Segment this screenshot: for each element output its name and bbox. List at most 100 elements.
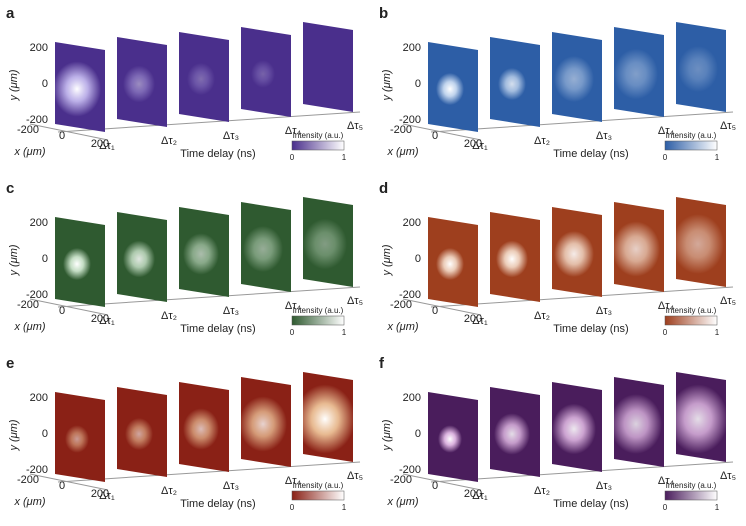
figure: aΔτ₁Δτ₂Δτ₃Δτ₄Δτ₅y (μm)2000-200-2000200x …	[0, 0, 746, 526]
time-axis-label: Time delay (ns)	[180, 498, 255, 510]
emission-spot	[65, 425, 89, 453]
time-axis-label: Time delay (ns)	[180, 323, 255, 335]
time-label: Δτ₅	[347, 295, 363, 307]
emission-spot	[251, 60, 275, 88]
emission-spot	[63, 248, 91, 280]
time-label: Δτ₂	[161, 135, 177, 147]
panel-letter: d	[379, 180, 388, 197]
colorbar-tick: 1	[715, 328, 720, 337]
time-label: Δτ₂	[534, 485, 550, 497]
panel: bΔτ₁Δτ₂Δτ₃Δτ₄Δτ₅y (μm)2000-200-2000200x …	[379, 5, 736, 162]
time-label: Δτ₃	[223, 305, 239, 317]
emission-spot	[554, 56, 594, 102]
time-label: Δτ₂	[534, 135, 550, 147]
colorbar-tick: 1	[342, 153, 347, 162]
x-tick-label: -200	[17, 299, 39, 311]
colorbar	[665, 491, 717, 500]
panel: fΔτ₁Δτ₂Δτ₃Δτ₄Δτ₅y (μm)2000-200-2000200x …	[379, 355, 736, 512]
emission-spot	[125, 418, 153, 450]
y-tick-label: 0	[42, 253, 48, 265]
time-label: Δτ₃	[596, 130, 612, 142]
x-axis-label: x (μm)	[13, 146, 45, 158]
y-tick-label: 0	[42, 428, 48, 440]
time-label: Δτ₂	[161, 485, 177, 497]
x-tick-label: 200	[91, 488, 109, 500]
colorbar	[292, 316, 344, 325]
panel-letter: b	[379, 5, 388, 22]
y-axis-label: y (μm)	[381, 419, 393, 451]
colorbar	[665, 141, 717, 150]
time-axis-label: Time delay (ns)	[553, 323, 628, 335]
time-label: Δτ₅	[347, 470, 363, 482]
y-axis-label: y (μm)	[8, 69, 20, 101]
colorbar-tick: 1	[715, 503, 720, 512]
colorbar-tick: 0	[663, 153, 668, 162]
x-axis-label: x (μm)	[386, 146, 418, 158]
y-tick-label: 200	[30, 42, 48, 54]
emission-spot	[239, 396, 287, 451]
colorbar-tick: 1	[342, 503, 347, 512]
x-tick-label: 200	[464, 138, 482, 150]
colorbar	[292, 491, 344, 500]
colorbar-tick: 0	[290, 503, 295, 512]
emission-spot	[554, 231, 594, 277]
colorbar-tick: 0	[663, 328, 668, 337]
y-axis-label: y (μm)	[381, 244, 393, 276]
time-label: Δτ₅	[720, 120, 736, 132]
x-tick-label: -200	[390, 299, 412, 311]
emission-spot	[295, 385, 355, 454]
emission-spot	[183, 233, 219, 274]
colorbar-tick: 0	[290, 328, 295, 337]
colorbar-label: Intensity (a.u.)	[293, 481, 344, 490]
time-label: Δτ₅	[347, 120, 363, 132]
y-tick-label: 200	[403, 392, 421, 404]
x-tick-label: -200	[17, 124, 39, 136]
time-label: Δτ₃	[223, 480, 239, 492]
emission-spot	[678, 46, 718, 92]
emission-spot	[552, 404, 596, 455]
emission-spot	[436, 248, 464, 280]
colorbar-label: Intensity (a.u.)	[293, 306, 344, 315]
y-tick-label: 200	[30, 392, 48, 404]
x-tick-label: -200	[390, 124, 412, 136]
y-tick-label: 200	[30, 217, 48, 229]
x-tick-label: 200	[91, 313, 109, 325]
emission-spot	[243, 226, 283, 272]
emission-spot	[614, 49, 658, 100]
time-axis-label: Time delay (ns)	[180, 148, 255, 160]
x-tick-label: -200	[17, 474, 39, 486]
time-label: Δτ₃	[596, 305, 612, 317]
x-axis-label: x (μm)	[386, 496, 418, 508]
panel-letter: c	[6, 180, 14, 197]
y-tick-label: 200	[403, 217, 421, 229]
y-tick-label: 0	[415, 253, 421, 265]
x-tick-label: 0	[59, 130, 65, 142]
x-axis-label: x (μm)	[13, 496, 45, 508]
panel-letter: f	[379, 355, 385, 372]
colorbar-label: Intensity (a.u.)	[293, 131, 344, 140]
emission-spot	[612, 221, 660, 276]
time-axis-label: Time delay (ns)	[553, 148, 628, 160]
emission-spot	[498, 68, 526, 100]
y-tick-label: 200	[403, 42, 421, 54]
y-tick-label: 0	[415, 428, 421, 440]
emission-spot	[494, 413, 530, 454]
emission-spot	[610, 394, 662, 454]
emission-spot	[187, 63, 215, 95]
time-label: Δτ₅	[720, 295, 736, 307]
x-tick-label: 0	[59, 305, 65, 317]
emission-spot	[123, 241, 155, 278]
x-tick-label: 0	[432, 130, 438, 142]
x-tick-label: 200	[464, 488, 482, 500]
y-axis-label: y (μm)	[381, 69, 393, 101]
emission-spot	[53, 61, 101, 116]
image-frame	[303, 22, 353, 112]
emission-spot	[672, 214, 724, 274]
colorbar-label: Intensity (a.u.)	[666, 131, 717, 140]
emission-spot	[668, 385, 728, 454]
time-label: Δτ₂	[161, 310, 177, 322]
panel-letter: a	[6, 5, 15, 22]
panel: eΔτ₁Δτ₂Δτ₃Δτ₄Δτ₅y (μm)2000-200-2000200x …	[6, 355, 363, 512]
